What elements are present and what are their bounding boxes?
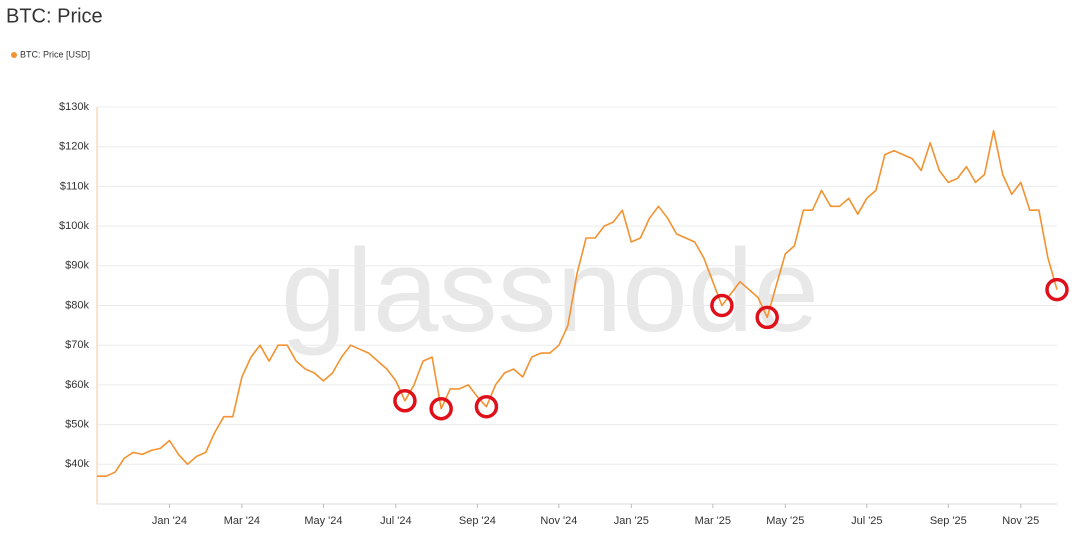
x-tick-label: Mar '24 — [224, 515, 260, 527]
y-tick-label: $120k — [59, 141, 89, 153]
x-tick-label: Nov '24 — [540, 515, 577, 527]
y-tick-label: $70k — [65, 339, 89, 351]
legend-label: BTC: Price [USD] — [20, 49, 90, 59]
y-tick-label: $130k — [59, 101, 89, 113]
y-tick-label: $80k — [65, 299, 89, 311]
y-tick-label: $40k — [65, 458, 89, 470]
highlight-circle — [393, 389, 417, 413]
y-tick-label: $100k — [59, 220, 89, 232]
x-tick-label: Jul '25 — [851, 515, 882, 527]
y-tick-label: $90k — [65, 260, 89, 272]
highlight-circle — [710, 293, 734, 318]
x-tick-label: Mar '25 — [695, 515, 731, 527]
x-tick-label: May '25 — [766, 515, 804, 527]
watermark: glassnode — [281, 225, 819, 357]
highlight-circle — [1045, 277, 1069, 302]
x-tick-label: Sep '24 — [459, 515, 496, 527]
x-tick-label: Jul '24 — [380, 515, 411, 527]
highlight-circle — [474, 394, 499, 419]
highlight-circle — [755, 305, 779, 330]
price-line — [97, 130, 1058, 477]
x-tick-label: Jan '24 — [152, 515, 187, 527]
chart-title: BTC: Price — [6, 5, 103, 27]
y-tick-label: $50k — [65, 419, 89, 431]
legend-marker — [11, 52, 17, 58]
x-tick-label: May '24 — [304, 515, 342, 527]
x-tick-label: Sep '25 — [930, 515, 967, 527]
x-tick-label: Nov '25 — [1002, 515, 1039, 527]
x-tick-label: Jan '25 — [614, 515, 649, 527]
y-tick-label: $110k — [60, 180, 90, 192]
y-tick-label: $60k — [65, 379, 89, 391]
highlight-circle — [429, 396, 453, 421]
